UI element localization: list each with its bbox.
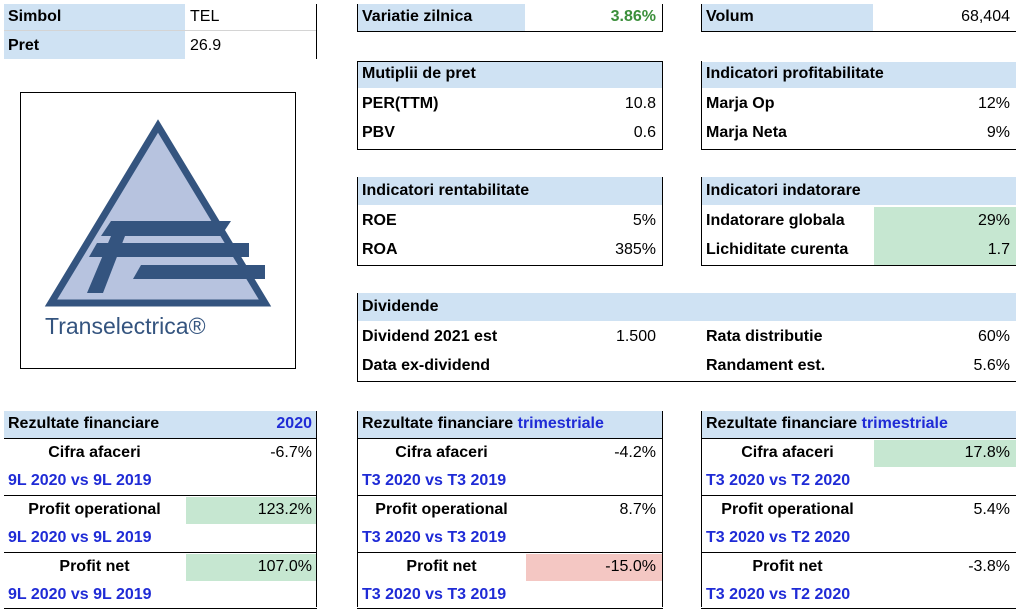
q-qoq-net-profit-compare: T3 2020 vs T2 2020 <box>706 586 851 603</box>
dividends-title: Dividende <box>362 298 439 315</box>
logo-text: Transelectrica® <box>45 313 206 339</box>
current-ratio-value: 1.7 <box>987 241 1010 258</box>
price-label: Pret <box>8 37 40 54</box>
op-margin-value: 12% <box>977 95 1010 112</box>
volume-label: Volum <box>706 8 754 25</box>
q-qoq-revenue-compare: T3 2020 vs T2 2020 <box>706 472 851 489</box>
payout-label: Rata distributie <box>706 328 823 345</box>
annual-revenue-value: -6.7% <box>270 444 312 461</box>
q-yoy-net-profit-highlight <box>526 554 662 581</box>
q-yoy-net-profit-value: -15.0% <box>605 558 656 575</box>
q-yoy-revenue-value: -4.2% <box>614 444 656 461</box>
returns-box <box>357 177 663 266</box>
debt-box <box>701 177 1016 266</box>
q-qoq-op-profit-compare: T3 2020 vs T2 2020 <box>706 529 851 546</box>
annual-op-profit-label: Profit operational <box>28 501 161 518</box>
debt-title: Indicatori indatorare <box>706 182 861 199</box>
q-yoy-net-profit-compare: T3 2020 vs T3 2019 <box>362 586 507 603</box>
annual-revenue-label: Cifra afaceri <box>48 444 141 461</box>
company-logo: Transelectrica® <box>20 92 296 369</box>
annual-results-title: Rezultate financiare <box>8 415 160 432</box>
profitability-title: Indicatori profitabilitate <box>706 65 884 82</box>
yield-label: Randament est. <box>706 357 826 374</box>
daily-variation-label-bg <box>358 4 525 31</box>
roe-label: ROE <box>362 212 397 229</box>
global-debt-label: Indatorare globala <box>706 212 845 229</box>
per-value: 10.8 <box>624 95 656 112</box>
price-value: 26.9 <box>190 37 222 54</box>
price-multiples-header <box>358 62 662 88</box>
price-multiples-box <box>357 61 663 150</box>
q-qoq-net-profit-label: Profit net <box>752 558 823 575</box>
roa-label: ROA <box>362 241 398 258</box>
q-yoy-op-profit-compare: T3 2020 vs T3 2019 <box>362 529 507 546</box>
q-yoy-revenue-label: Cifra afaceri <box>395 444 488 461</box>
q-qoq-op-profit-label: Profit operational <box>721 501 854 518</box>
quarterly-yoy-header <box>358 411 663 438</box>
returns-title: Indicatori rentabilitate <box>362 182 530 199</box>
volume-label-bg <box>702 4 873 31</box>
annual-results-year: 2020 <box>276 415 312 432</box>
op-margin-label: Marja Op <box>706 95 775 112</box>
q-qoq-revenue-label: Cifra afaceri <box>741 444 834 461</box>
quarterly-qoq-title: Rezultate financiare trimestriale <box>706 415 948 432</box>
pbv-label: PBV <box>362 124 395 141</box>
net-margin-label: Marja Neta <box>706 124 787 141</box>
daily-variation-label: Variatie zilnica <box>362 8 473 25</box>
net-margin-value: 9% <box>986 124 1010 141</box>
q-yoy-net-profit-label: Profit net <box>406 558 477 575</box>
q-qoq-revenue-highlight <box>874 440 1016 467</box>
volume-value: 68,404 <box>961 8 1010 25</box>
symbol-value: TEL <box>190 8 220 25</box>
transelectrica-logo-icon <box>44 119 272 307</box>
annual-revenue-compare: 9L 2020 vs 9L 2019 <box>8 472 152 489</box>
dividends-box <box>357 293 1016 382</box>
ex-dividend-label: Data ex-dividend <box>362 357 491 374</box>
payout-value: 60% <box>977 328 1010 345</box>
annual-op-profit-value: 123.2% <box>257 501 312 518</box>
q-yoy-revenue-compare: T3 2020 vs T3 2019 <box>362 472 507 489</box>
debt-values-highlight <box>874 207 1016 265</box>
roe-value: 5% <box>632 212 656 229</box>
quarterly-qoq-header <box>702 411 1016 438</box>
annual-results-header <box>4 411 317 438</box>
annual-net-profit-compare: 9L 2020 vs 9L 2019 <box>8 586 152 603</box>
symbol-label: Simbol <box>8 8 62 25</box>
daily-variation-value: 3.86% <box>610 8 656 25</box>
debt-header <box>702 177 1016 205</box>
current-ratio-label: Lichiditate curenta <box>706 241 849 258</box>
returns-header <box>358 177 662 205</box>
annual-net-profit-value: 107.0% <box>257 558 312 575</box>
yield-value: 5.6% <box>973 357 1010 374</box>
q-qoq-net-profit-value: -3.8% <box>968 558 1010 575</box>
annual-op-profit-highlight <box>186 497 316 524</box>
profitability-header <box>702 62 1016 88</box>
q-qoq-revenue-value: 17.8% <box>964 444 1010 461</box>
profitability-box <box>701 61 1016 150</box>
global-debt-value: 29% <box>977 212 1010 229</box>
dividend-label: Dividend 2021 est <box>362 328 498 345</box>
q-yoy-op-profit-value: 8.7% <box>619 501 656 518</box>
symbol-price-header-bg <box>4 4 185 59</box>
q-qoq-op-profit-value: 5.4% <box>973 501 1010 518</box>
annual-op-profit-compare: 9L 2020 vs 9L 2019 <box>8 529 152 546</box>
pbv-value: 0.6 <box>633 124 656 141</box>
price-multiples-title: Mutiplii de pret <box>362 65 476 82</box>
q-yoy-op-profit-label: Profit operational <box>375 501 508 518</box>
per-label: PER(TTM) <box>362 95 439 112</box>
quarterly-yoy-title: Rezultate financiare trimestriale <box>362 415 604 432</box>
dividends-header <box>358 293 1016 321</box>
roa-value: 385% <box>615 241 656 258</box>
dividend-value: 1.500 <box>615 328 656 345</box>
annual-net-profit-label: Profit net <box>59 558 130 575</box>
annual-net-profit-highlight <box>186 554 316 581</box>
